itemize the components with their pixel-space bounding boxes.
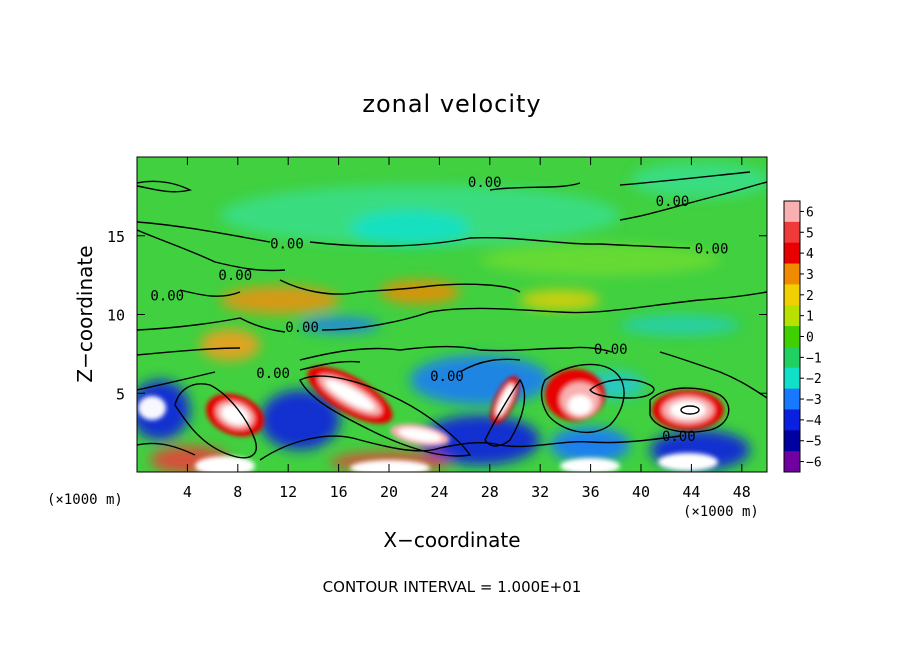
x-tick-label: 44 (682, 483, 700, 501)
x-tick-label: 4 (183, 483, 192, 501)
x-tick-label: 28 (481, 483, 499, 501)
x-unit-left: (×1000 m) (47, 492, 123, 508)
contour-labels: 0.00 0.00 0.00 0.00 0.00 0.00 0.00 0.00 0.00 0.00… (150, 175, 728, 445)
chart-title: zonal velocity (362, 90, 541, 118)
y-tick-label: 15 (107, 228, 125, 246)
colorbar-label: −1 (806, 351, 822, 366)
colorbar-swatch (784, 221, 800, 244)
x-tick-label: 8 (233, 483, 242, 501)
colorbar-label: 1 (806, 310, 814, 325)
contour-label: 0.00 (594, 342, 628, 358)
x-tick-label: 40 (632, 483, 650, 501)
colorbar-swatch (784, 326, 800, 348)
colorbar-label: −5 (806, 435, 822, 450)
colorbar-label: 4 (806, 247, 814, 262)
colorbar-swatch (784, 451, 800, 473)
contour-label: 0.00 (468, 175, 502, 191)
contour-label: 0.00 (218, 268, 252, 284)
contour-label: 0.00 (150, 289, 184, 305)
colorbar-label: −4 (806, 414, 822, 429)
x-tick-label: 24 (430, 483, 448, 501)
contour-label: 0.00 (256, 366, 290, 382)
colorbar-swatch (784, 430, 800, 452)
colorbar-swatch (784, 242, 800, 265)
x-unit-right: (×1000 m) (683, 504, 759, 520)
contour-label: 0.00 (285, 320, 319, 336)
colorbar-label: 2 (806, 289, 814, 304)
y-axis-label: Z−coordinate (73, 245, 97, 382)
colorbar-label: 6 (806, 205, 814, 220)
colorbar-label: −6 (806, 456, 822, 471)
contour-label: 0.00 (695, 241, 729, 257)
contour-label: 0.00 (662, 429, 696, 445)
colorbar-swatch (784, 305, 800, 327)
y-tick-label: 10 (107, 307, 125, 325)
colorbar-label: −2 (806, 372, 822, 387)
x-axis: 4 8 12 16 20 24 28 32 36 40 44 48 (183, 157, 751, 501)
colorbar-swatch (784, 409, 800, 431)
x-tick-label: 32 (531, 483, 549, 501)
x-tick-label: 36 (582, 483, 600, 501)
colorbar-swatch (784, 388, 800, 410)
contour-label: 0.00 (656, 194, 690, 210)
colorbar-swatch (784, 263, 800, 285)
footer-text: CONTOUR INTERVAL = 1.000E+01 (323, 578, 582, 596)
colorbar-label: 0 (806, 331, 814, 346)
colorbar-label: 3 (806, 268, 814, 283)
colorbar-swatch (784, 346, 800, 369)
x-tick-label: 20 (380, 483, 398, 501)
x-tick-label: 48 (733, 483, 751, 501)
x-tick-label: 12 (279, 483, 297, 501)
x-tick-label: 16 (330, 483, 348, 501)
colorbar-label: 5 (806, 226, 814, 241)
plot-area (137, 157, 767, 472)
contour-label: 0.00 (270, 237, 304, 253)
colorbar: 6 5 4 3 2 1 0 −1 −2 −3 −4 −5 −6 (783, 200, 822, 473)
colorbar-label: −3 (806, 393, 822, 408)
colorbar-swatch (784, 284, 800, 306)
colorbar-swatch (784, 367, 800, 390)
x-axis-label: X−coordinate (383, 528, 520, 552)
y-axis: 5 10 15 (107, 228, 767, 403)
contour-label: 0.00 (430, 369, 464, 385)
y-tick-label: 5 (116, 385, 125, 403)
colorbar-swatch (784, 201, 800, 223)
